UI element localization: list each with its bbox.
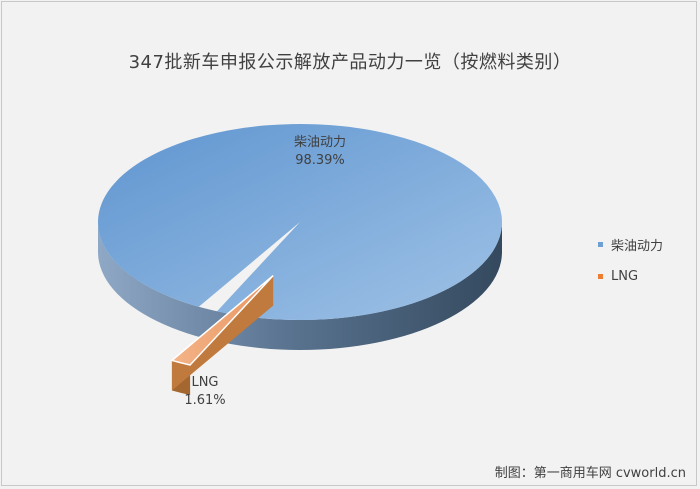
pie-slice-lng — [170, 275, 274, 366]
pie-slice-diesel — [98, 124, 503, 321]
legend-label-diesel: 柴油动力 — [611, 238, 664, 254]
pie-slice-wall-lng — [171, 275, 274, 391]
legend-item-lng: LNG — [598, 266, 663, 286]
legend-swatch-diesel — [598, 241, 603, 247]
legend: 柴油动力 LNG — [598, 234, 663, 298]
chart-title: 347批新车申报公示解放产品动力一览（按燃料类别） — [128, 52, 572, 73]
data-label-diesel-name: 柴油动力 — [293, 135, 346, 150]
data-label-lng: LNG 1.61% — [160, 374, 250, 410]
legend-swatch-lng — [598, 273, 603, 279]
legend-label-lng: LNG — [611, 268, 639, 284]
data-label-diesel: 柴油动力 98.39% — [260, 134, 380, 170]
credit-text: 制图：第一商用车网 cvworld.cn — [494, 466, 686, 481]
data-label-diesel-value: 98.39% — [295, 153, 345, 168]
pie-slice-side-diesel — [98, 222, 502, 350]
legend-item-diesel: 柴油动力 — [598, 234, 663, 254]
data-label-lng-value: 1.61% — [184, 393, 226, 408]
data-label-lng-name: LNG — [191, 375, 219, 390]
